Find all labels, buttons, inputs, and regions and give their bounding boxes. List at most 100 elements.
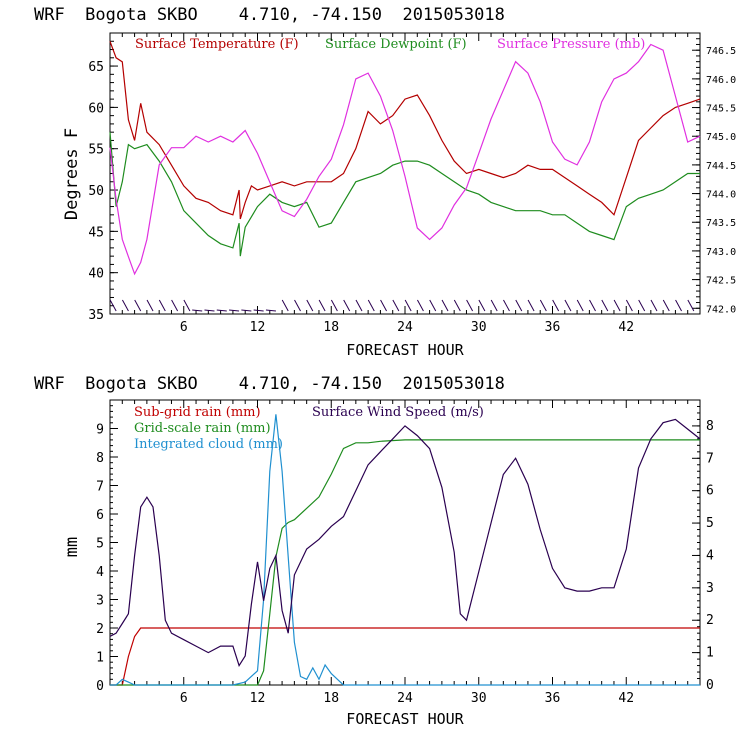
chart1-legend: Surface Temperature (F) Surface Dewpoint … [135, 37, 645, 52]
wind-barb [466, 299, 474, 312]
chart2-y2-tick-label: 1 [706, 646, 714, 661]
wind-barb [183, 299, 191, 312]
wind-barb [576, 299, 584, 312]
wind-barb [146, 299, 154, 312]
chart1-y2-tick-label: 746.5 [706, 46, 736, 57]
chart2-x-tick-label: 12 [250, 691, 266, 706]
wind-barb [216, 309, 227, 312]
wind-barb [392, 299, 400, 312]
chart1-x-tick-label: 12 [250, 320, 266, 335]
chart1-legend-entry: Surface Pressure (mb) [497, 37, 645, 52]
chart1-legend-entry: Surface Temperature (F) [135, 37, 299, 52]
chart1-axes: 6 12 18 24 30 36 42 35 40 45 50 55 60 65 742.0 742.5 743… [88, 32, 736, 335]
wind-barb [204, 309, 215, 312]
chart1-y2-tick-label: 742.0 [706, 304, 736, 315]
chart2-y2-tick-label: 3 [706, 581, 714, 596]
chart2-y2-tick-label: 6 [706, 484, 714, 499]
wind-barb [503, 299, 510, 312]
chart2-legend: Sub-grid rain (mm)Grid-scale rain (mm)In… [134, 405, 484, 452]
wind-barb [453, 299, 461, 312]
chart2-y2-tick-label: 4 [706, 548, 714, 563]
chart1-x-tick-label: 18 [323, 320, 339, 335]
wind-barb [429, 299, 437, 312]
wind-barb [330, 299, 338, 312]
chart1-y2-tick-label: 745.0 [706, 132, 736, 143]
wind-barb [601, 299, 609, 312]
chart1-y2-tick-label: 744.5 [706, 161, 736, 172]
wind-barb [121, 299, 129, 312]
chart1-ylabel: Degrees F [62, 128, 82, 220]
chart2-series-integrated-cloud-mm [110, 414, 700, 686]
chart2-y-tick-label: 7 [96, 480, 104, 495]
wind-barb [564, 299, 572, 312]
chart1-xlabel: FORECAST HOUR [346, 341, 464, 359]
chart2-xlabel: FORECAST HOUR [346, 710, 464, 728]
chart1-wind-barbs [109, 299, 695, 312]
wind-barb [662, 299, 670, 312]
wind-barb [416, 299, 424, 312]
chart2-y-tick-label: 5 [96, 537, 104, 552]
chart2-x-tick-label: 30 [471, 691, 487, 706]
chart1-series-surface-pressure-mb [109, 43, 701, 276]
chart1-y-tick-label: 65 [88, 60, 104, 75]
chart2-y-tick-label: 4 [96, 565, 104, 580]
chart1-legend-entry: Surface Dewpoint (F) [325, 37, 467, 52]
wind-barb [294, 299, 301, 312]
chart2-y-tick-label: 8 [96, 451, 104, 466]
wind-barb [650, 299, 658, 312]
wind-barb [241, 309, 252, 312]
chart1-series-surface-dewpoint-f [109, 132, 700, 257]
chart2-y-tick-label: 9 [96, 423, 104, 438]
wind-barb [355, 299, 363, 312]
chart2-y2-tick-label: 2 [706, 613, 714, 628]
chart1-x-tick-label: 36 [545, 320, 561, 335]
wind-barb [675, 299, 683, 312]
chart2-series [109, 414, 701, 686]
chart2-x-tick-label: 42 [618, 691, 634, 706]
wind-barb [552, 299, 560, 312]
chart2-y-tick-label: 2 [96, 622, 104, 637]
chart2-y2-tick-label: 7 [706, 451, 714, 466]
wind-barb [613, 299, 621, 312]
wind-barb [306, 299, 314, 312]
chart1-y2-tick-label: 744.0 [706, 190, 736, 201]
chart1-y-tick-label: 45 [88, 225, 104, 240]
chart1-y-tick-label: 50 [88, 184, 104, 199]
chart2-series-sub-grid-rain-mm [110, 627, 700, 686]
wind-barb [441, 299, 449, 312]
wind-barb [625, 299, 633, 312]
chart1-y-tick-label: 40 [88, 267, 104, 282]
wind-barb [515, 299, 523, 312]
chart1-title: WRF Bogota SKBO 4.710, -74.150 201505301… [34, 5, 505, 25]
chart1-y-tick-label: 35 [88, 308, 104, 323]
chart2-x-tick-label: 24 [397, 691, 413, 706]
wind-barb [490, 299, 498, 312]
wind-barb [380, 299, 388, 312]
wind-barb [171, 299, 179, 312]
wind-barb [638, 299, 646, 312]
wind-barb [539, 299, 547, 312]
wind-barb [478, 299, 486, 312]
chart2-y-tick-label: 6 [96, 508, 104, 523]
chart1-y2-tick-label: 746.0 [706, 75, 736, 86]
wind-barb [253, 309, 264, 312]
wind-barb [229, 309, 240, 312]
wind-barb [281, 299, 289, 312]
chart1-y2-tick-label: 743.5 [706, 218, 736, 229]
chart2-y2-tick-label: 0 [706, 678, 714, 693]
wind-barb [265, 309, 276, 312]
wind-barb [192, 309, 203, 312]
chart2-y-tick-label: 3 [96, 594, 104, 609]
chart1-y2-tick-label: 743.0 [706, 247, 736, 258]
chart1-series-surface-temperature-f [109, 41, 701, 220]
chart2-y-tick-label: 1 [96, 651, 104, 666]
wind-barb [404, 299, 412, 312]
wind-barb [134, 299, 142, 312]
wind-barb [589, 299, 596, 312]
chart2-y-tick-label: 0 [96, 679, 104, 694]
chart2-legend-entry: Integrated cloud (mm) [134, 437, 283, 452]
chart2-ylabel: mm [62, 537, 82, 557]
chart2-title: WRF Bogota SKBO 4.710, -74.150 201505301… [34, 374, 505, 394]
